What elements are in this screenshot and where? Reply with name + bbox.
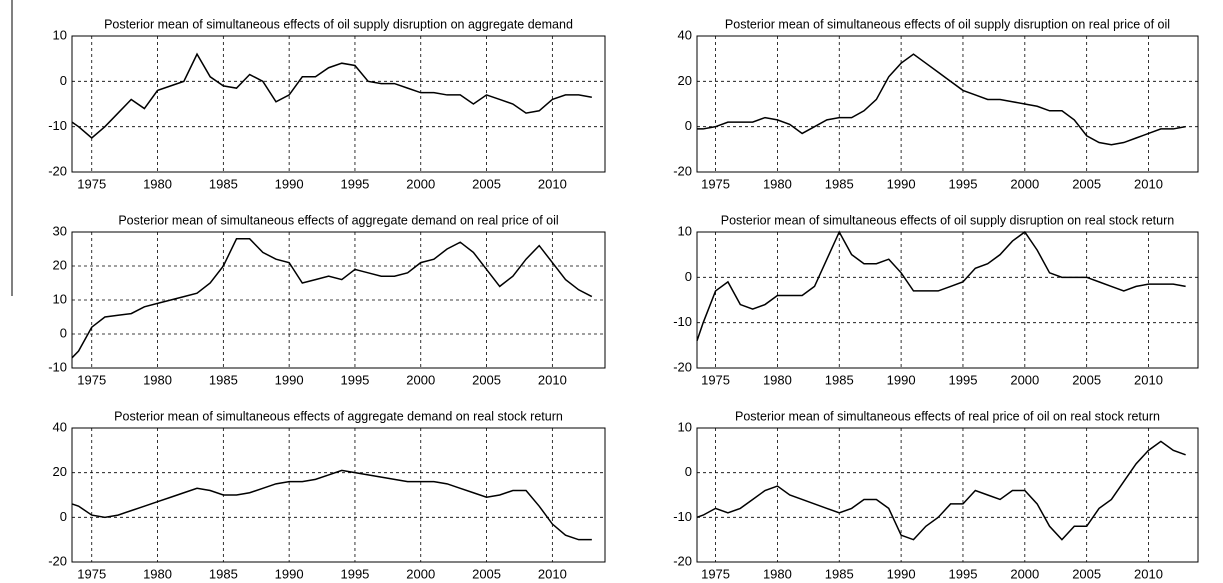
subplot-title: Posterior mean of simultaneous effects o…: [114, 409, 563, 423]
series-line: [697, 53, 1186, 146]
y-tick-label: -20: [673, 553, 692, 568]
y-tick-label: 0: [60, 73, 67, 88]
axes-frame: [71, 231, 606, 369]
x-tick-label: 1980: [143, 566, 172, 581]
series-line: [696, 230, 1186, 342]
x-tick-label: 1985: [209, 176, 238, 191]
series-line: [71, 469, 592, 541]
y-tick-label: 40: [53, 419, 67, 434]
y-tick-label: 30: [53, 223, 67, 238]
y-tick-label: 0: [685, 464, 692, 479]
y-tick-label: 20: [53, 257, 67, 272]
y-tick-label: -10: [48, 359, 67, 374]
x-tick-label: 1995: [949, 176, 978, 191]
y-tick-label: 10: [678, 223, 692, 238]
x-tick-label: 1975: [77, 372, 106, 387]
x-tick-label: 1995: [949, 566, 978, 581]
x-tick-label: 2005: [1072, 176, 1101, 191]
axes-frame: [696, 427, 1199, 563]
y-tick-label: 20: [678, 73, 692, 88]
y-tick-label: 0: [685, 269, 692, 284]
x-tick-label: 1985: [209, 372, 238, 387]
y-tick-label: -20: [48, 553, 67, 568]
y-tick-label: 20: [53, 464, 67, 479]
x-tick-label: 2010: [1134, 176, 1163, 191]
x-tick-label: 2005: [472, 176, 501, 191]
x-tick-label: 1975: [701, 176, 730, 191]
x-tick-label: 1980: [763, 566, 792, 581]
x-tick-label: 1995: [340, 372, 369, 387]
x-tick-label: 2010: [538, 176, 567, 191]
x-tick-label: 2010: [538, 566, 567, 581]
x-tick-label: 1990: [275, 372, 304, 387]
x-tick-label: 2005: [472, 372, 501, 387]
series-line: [71, 52, 592, 139]
x-tick-label: 1995: [340, 176, 369, 191]
series-line: [696, 440, 1186, 541]
x-tick-label: 2000: [1010, 566, 1039, 581]
x-tick-label: 1990: [275, 566, 304, 581]
x-tick-label: 1990: [887, 176, 916, 191]
x-tick-label: 1990: [887, 372, 916, 387]
x-tick-label: 1985: [825, 372, 854, 387]
y-tick-label: 40: [678, 27, 692, 42]
x-tick-label: 1985: [825, 566, 854, 581]
x-tick-label: 1980: [143, 372, 172, 387]
x-tick-label: 2000: [406, 176, 435, 191]
x-tick-label: 1980: [143, 176, 172, 191]
y-tick-label: 10: [678, 419, 692, 434]
y-tick-label: 0: [60, 325, 67, 340]
axes-frame: [71, 35, 606, 173]
x-tick-label: 1975: [77, 566, 106, 581]
axes-frame: [696, 35, 1199, 173]
x-tick-label: 1995: [949, 372, 978, 387]
x-tick-label: 1995: [340, 566, 369, 581]
x-tick-label: 1980: [763, 176, 792, 191]
subplot-title: Posterior mean of simultaneous effects o…: [721, 213, 1175, 227]
y-tick-label: -10: [48, 118, 67, 133]
y-tick-label: -10: [673, 314, 692, 329]
x-tick-label: 1980: [763, 372, 792, 387]
y-tick-label: -20: [673, 359, 692, 374]
y-tick-label: 10: [53, 291, 67, 306]
x-tick-label: 2000: [1010, 372, 1039, 387]
axes-frame: [71, 427, 606, 563]
x-tick-label: 1975: [701, 566, 730, 581]
x-tick-label: 1990: [275, 176, 304, 191]
y-tick-label: -10: [673, 509, 692, 524]
x-tick-label: 1990: [887, 566, 916, 581]
y-tick-label: 0: [60, 509, 67, 524]
y-tick-label: -20: [673, 163, 692, 178]
x-tick-label: 1975: [701, 372, 730, 387]
x-tick-label: 2005: [1072, 372, 1101, 387]
x-tick-label: 1985: [209, 566, 238, 581]
x-tick-label: 2000: [406, 566, 435, 581]
x-tick-label: 1985: [825, 176, 854, 191]
x-tick-label: 1975: [77, 176, 106, 191]
x-tick-label: 2005: [1072, 566, 1101, 581]
series-line: [71, 238, 593, 359]
axes-frame: [696, 231, 1199, 369]
y-tick-label: 0: [685, 118, 692, 133]
subplot-title: Posterior mean of simultaneous effects o…: [118, 213, 558, 227]
subplot-title: Posterior mean of simultaneous effects o…: [104, 17, 573, 31]
x-tick-label: 2000: [1010, 176, 1039, 191]
x-tick-label: 2010: [1134, 372, 1163, 387]
x-tick-label: 2010: [1134, 566, 1163, 581]
y-tick-label: 10: [53, 27, 67, 42]
subplot-title: Posterior mean of simultaneous effects o…: [735, 409, 1160, 423]
subplot-title: Posterior mean of simultaneous effects o…: [725, 17, 1170, 31]
x-tick-label: 2005: [472, 566, 501, 581]
y-tick-label: -20: [48, 163, 67, 178]
x-tick-label: 2000: [406, 372, 435, 387]
x-tick-label: 2010: [538, 372, 567, 387]
